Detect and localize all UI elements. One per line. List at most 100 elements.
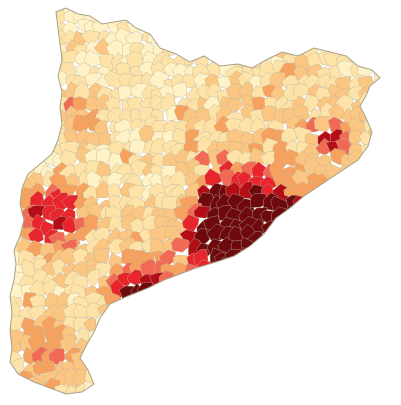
municipality-cell [283,291,304,312]
municipality-cell [219,8,236,26]
municipality-cell [351,168,367,188]
municipality-cell [17,116,35,134]
municipality-cell [142,359,160,379]
municipality-cell [371,259,380,278]
municipality-cell [348,238,368,260]
municipality-cell [390,0,401,14]
municipality-cell [161,294,177,312]
municipality-cell [18,382,35,394]
municipality-cell [241,39,256,56]
municipality-cell [394,319,401,334]
municipality-cell [349,183,366,201]
municipality-cell [173,8,192,16]
municipality-cell [37,36,57,57]
municipality-cell [146,29,168,45]
municipality-cell [132,8,148,12]
municipality-cell [42,389,62,394]
municipality-cell [203,31,222,52]
municipality-cell [56,395,71,405]
municipality-cell [10,218,17,234]
municipality-cell [274,15,293,33]
municipality-cell [139,308,156,325]
municipality-cell [285,328,302,345]
municipality-cell [290,315,309,334]
municipality-cell [85,341,105,357]
municipality-cell [336,381,353,394]
municipality-cell [129,10,150,27]
municipality-cell [118,8,136,16]
municipality-cell [185,294,205,314]
municipality-cell [272,225,294,243]
municipality-cell [225,315,242,331]
municipality-cell [352,8,371,23]
municipality-cell [149,390,170,394]
municipality-cell [384,361,398,380]
municipality-cell [218,380,234,394]
municipality-cell [318,214,337,232]
municipality-cell [369,42,380,60]
municipality-cell [306,272,321,292]
municipality-cell [273,259,288,275]
municipality-cell [249,357,267,377]
municipality-cell [272,362,292,379]
municipality-cell [296,285,316,304]
municipality-cell [362,340,376,357]
municipality-cell [258,336,277,357]
municipality-cell [384,259,401,274]
municipality-cell [238,351,254,368]
municipality-cell [98,8,113,17]
municipality-cell [236,284,256,303]
municipality-cell [216,283,232,300]
municipality-cell [31,26,48,44]
municipality-cell [284,224,302,242]
municipality-cell [116,360,132,377]
municipality-cell [182,20,202,40]
municipality-cell [390,32,401,48]
municipality-cell [17,34,33,48]
municipality-cell [225,395,243,405]
municipality-cell [392,221,401,234]
municipality-cell [380,154,399,167]
municipality-cell [194,28,213,48]
municipality-cell [295,327,315,346]
municipality-cell [203,8,223,25]
municipality-cell [356,215,375,234]
municipality-cell [294,218,309,236]
municipality-cell [278,282,299,298]
municipality-cell [42,72,59,89]
municipality-cell [249,381,267,394]
municipality-cell [10,30,27,52]
municipality-cell [10,132,20,148]
municipality-cell [362,281,379,297]
municipality-cell [229,384,247,394]
municipality-cell [151,372,166,389]
municipality-cell [262,347,279,367]
municipality-cell [10,94,23,114]
municipality-cell [28,127,45,144]
municipality-cell [20,38,35,56]
municipality-cell [107,328,122,346]
municipality-cell [349,315,365,332]
municipality-cell [195,360,214,379]
municipality-cell [381,41,398,57]
municipality-cell [308,284,324,305]
municipality-cell [10,138,14,157]
municipality-cell [370,362,380,380]
municipality-cell [164,381,184,394]
municipality-cell [21,75,38,91]
municipality-cell [373,114,380,133]
municipality-cell [370,295,380,315]
municipality-cell [128,301,147,321]
municipality-cell [253,327,270,345]
municipality-cell [183,323,203,344]
municipality-cell [380,203,397,221]
municipality-cell [334,294,354,309]
municipality-cell [396,329,401,346]
municipality-cell [10,258,14,278]
municipality-cell [341,350,359,370]
municipality-cell [385,318,401,333]
municipality-cell [204,303,223,321]
municipality-cell [341,39,360,56]
